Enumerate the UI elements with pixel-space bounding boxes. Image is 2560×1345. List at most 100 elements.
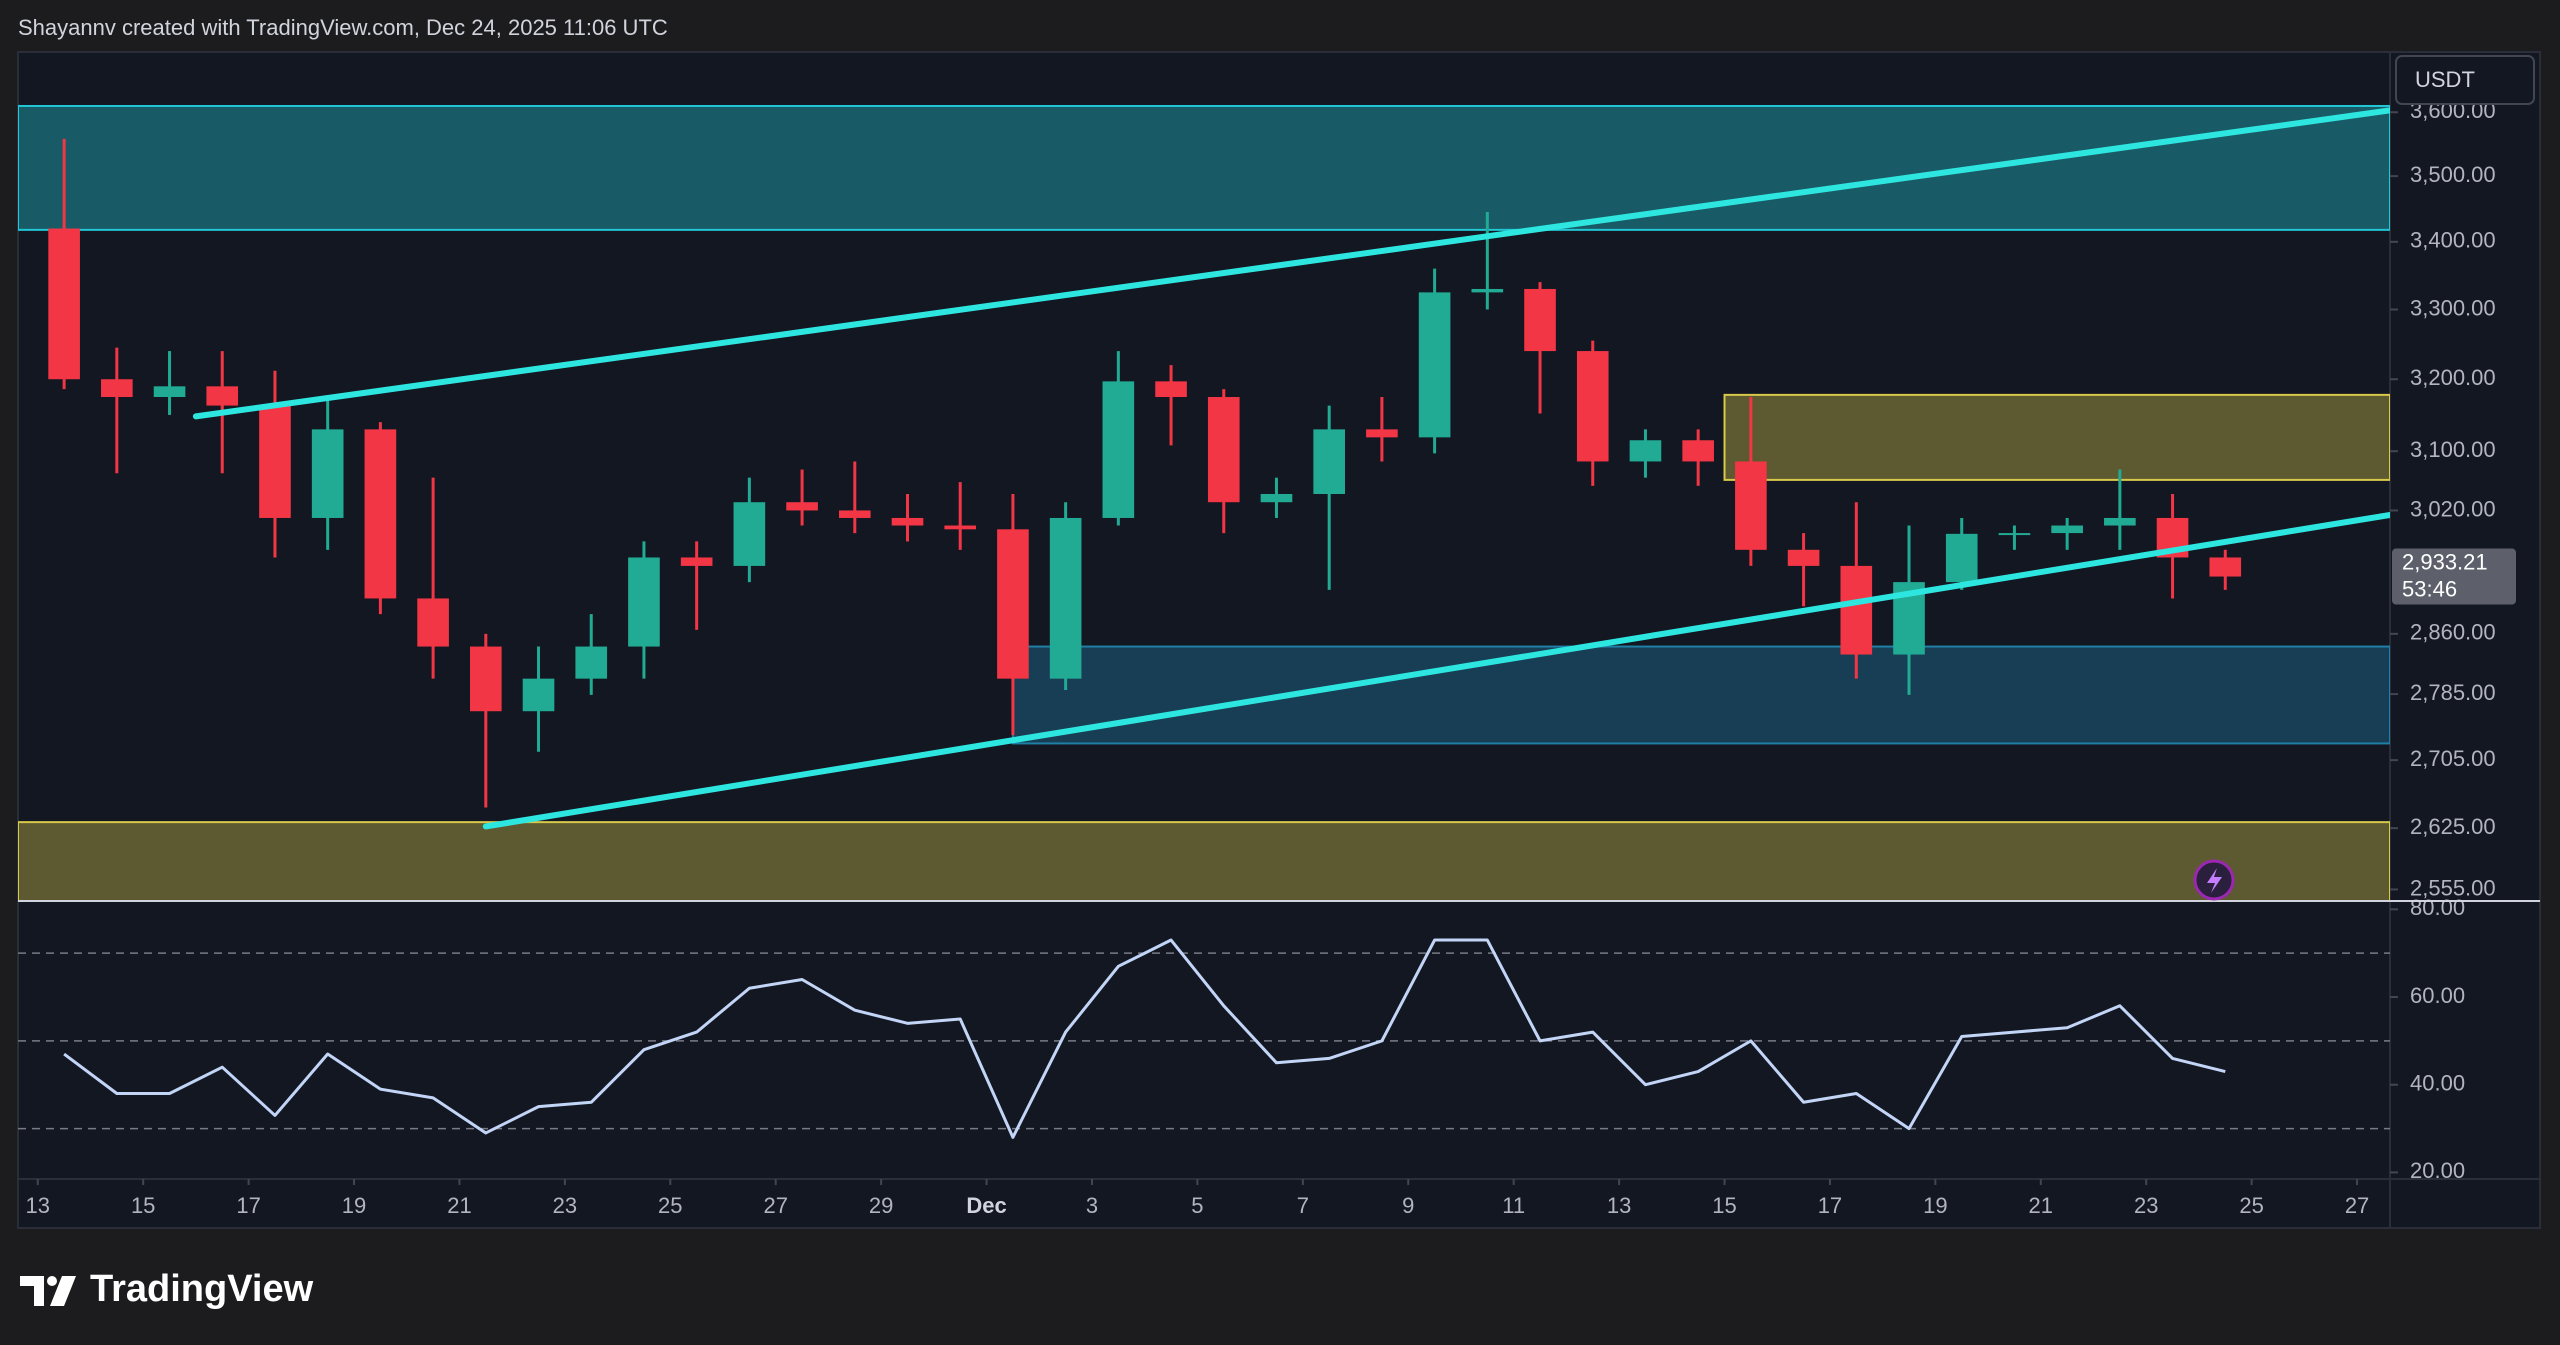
candle-body [680, 557, 713, 566]
x-tick-label: 25 [2239, 1193, 2263, 1218]
y-tick-label: 2,785.00 [2410, 680, 2496, 705]
countdown-label: 53:46 [2402, 576, 2457, 601]
brand-logo-v [50, 1276, 76, 1306]
x-tick-label: 23 [553, 1193, 577, 1218]
axes: 3,600.003,500.003,400.003,300.003,200.00… [26, 98, 2516, 1218]
alert-icon[interactable] [2193, 859, 2235, 901]
trendline [482, 511, 2390, 830]
currency-label[interactable]: USDT [2415, 67, 2475, 92]
candle-body [1102, 381, 1135, 518]
brand-logo-t [20, 1276, 44, 1306]
candle-body [1313, 429, 1346, 495]
x-tick-label: 3 [1086, 1193, 1098, 1218]
y-tick-label: 2,625.00 [2410, 814, 2496, 839]
x-tick-label: 5 [1191, 1193, 1203, 1218]
candle-body [1998, 533, 2031, 536]
candle-body [259, 405, 291, 518]
candle-body [838, 510, 871, 518]
y-tick-label: 80.00 [2410, 895, 2465, 920]
candle-body [469, 646, 502, 712]
x-tick-label: 17 [1818, 1193, 1842, 1218]
x-tick-label: 19 [342, 1193, 366, 1218]
y-tick-label: 2,705.00 [2410, 746, 2496, 771]
candle-body [206, 386, 239, 406]
candle-body [1945, 533, 1978, 583]
x-tick-label: 7 [1297, 1193, 1309, 1218]
candle-body [1787, 549, 1820, 566]
candle-body [1366, 429, 1398, 438]
x-tick-label: 23 [2134, 1193, 2158, 1218]
last-price-label: 2,933.21 [2402, 549, 2488, 574]
candle-body [153, 386, 186, 398]
candle-body [311, 429, 344, 518]
x-tick-label: 29 [869, 1193, 893, 1218]
trendline [192, 107, 2390, 420]
candle-body [2051, 525, 2083, 534]
candle-body [1260, 494, 1293, 503]
currency-box[interactable] [2395, 55, 2535, 105]
zone [18, 104, 2390, 231]
x-tick-label: 13 [26, 1193, 50, 1218]
x-tick-label: 17 [236, 1193, 260, 1218]
y-tick-label: 3,400.00 [2410, 228, 2496, 253]
x-tick-label: Dec [966, 1193, 1006, 1218]
zone [1011, 645, 2390, 745]
y-tick-label: 3,300.00 [2410, 295, 2496, 320]
header-title: Shayannv created with TradingView.com, D… [18, 15, 668, 40]
zone [1723, 393, 2390, 481]
x-tick-label: 21 [2029, 1193, 2053, 1218]
y-tick-label: 60.00 [2410, 983, 2465, 1008]
y-tick-label: 3,500.00 [2410, 162, 2496, 187]
y-tick-label: 40.00 [2410, 1071, 2465, 1096]
brand: TradingView [20, 1268, 314, 1310]
y-tick-label: 3,100.00 [2410, 437, 2496, 462]
rsi-line [63, 938, 2226, 1139]
y-tick-label: 20.00 [2410, 1158, 2465, 1183]
last-price-tag [2392, 548, 2516, 605]
candle-body [1418, 292, 1451, 438]
zone [18, 821, 2390, 901]
candle-body [891, 517, 924, 526]
candle-body [1471, 288, 1504, 293]
x-tick-label: 15 [1712, 1193, 1736, 1218]
x-tick-label: 13 [1607, 1193, 1631, 1218]
x-tick-label: 27 [2345, 1193, 2369, 1218]
candle-body [101, 379, 133, 398]
candle-body [1049, 517, 1082, 679]
y-tick-label: 2,860.00 [2410, 620, 2496, 645]
x-tick-label: 21 [447, 1193, 471, 1218]
rsi-pane [18, 938, 2390, 1139]
candle-body [944, 525, 977, 530]
candle-body [48, 228, 80, 380]
candle-body [2104, 517, 2136, 526]
x-tick-label: 25 [658, 1193, 682, 1218]
x-tick-label: 27 [763, 1193, 787, 1218]
candle-body [417, 598, 449, 647]
candle-body [1629, 440, 1662, 462]
brand-logo-dot [47, 1276, 57, 1286]
brand-name: TradingView [90, 1268, 314, 1310]
x-tick-label: 15 [131, 1193, 155, 1218]
candle-body [575, 646, 608, 679]
candle-body [997, 529, 1029, 679]
candle-body [786, 502, 818, 511]
candle-body [628, 557, 660, 647]
candle-body [1207, 397, 1240, 503]
x-tick-label: 9 [1402, 1193, 1414, 1218]
candle-body [1155, 381, 1187, 398]
candle-body [733, 502, 766, 566]
y-tick-label: 3,200.00 [2410, 365, 2496, 390]
candle-body [1735, 461, 1767, 550]
y-tick-label: 2,555.00 [2410, 875, 2496, 900]
candle-body [2209, 557, 2242, 577]
x-tick-label: 11 [1502, 1193, 1525, 1218]
x-tick-label: 19 [1923, 1193, 1947, 1218]
candle-body [1682, 440, 1714, 462]
alert-bolt [2207, 868, 2222, 893]
candle-body [364, 429, 397, 599]
y-tick-label: 3,020.00 [2410, 496, 2496, 521]
price-pane [18, 104, 2390, 901]
candle-body [1576, 351, 1609, 462]
